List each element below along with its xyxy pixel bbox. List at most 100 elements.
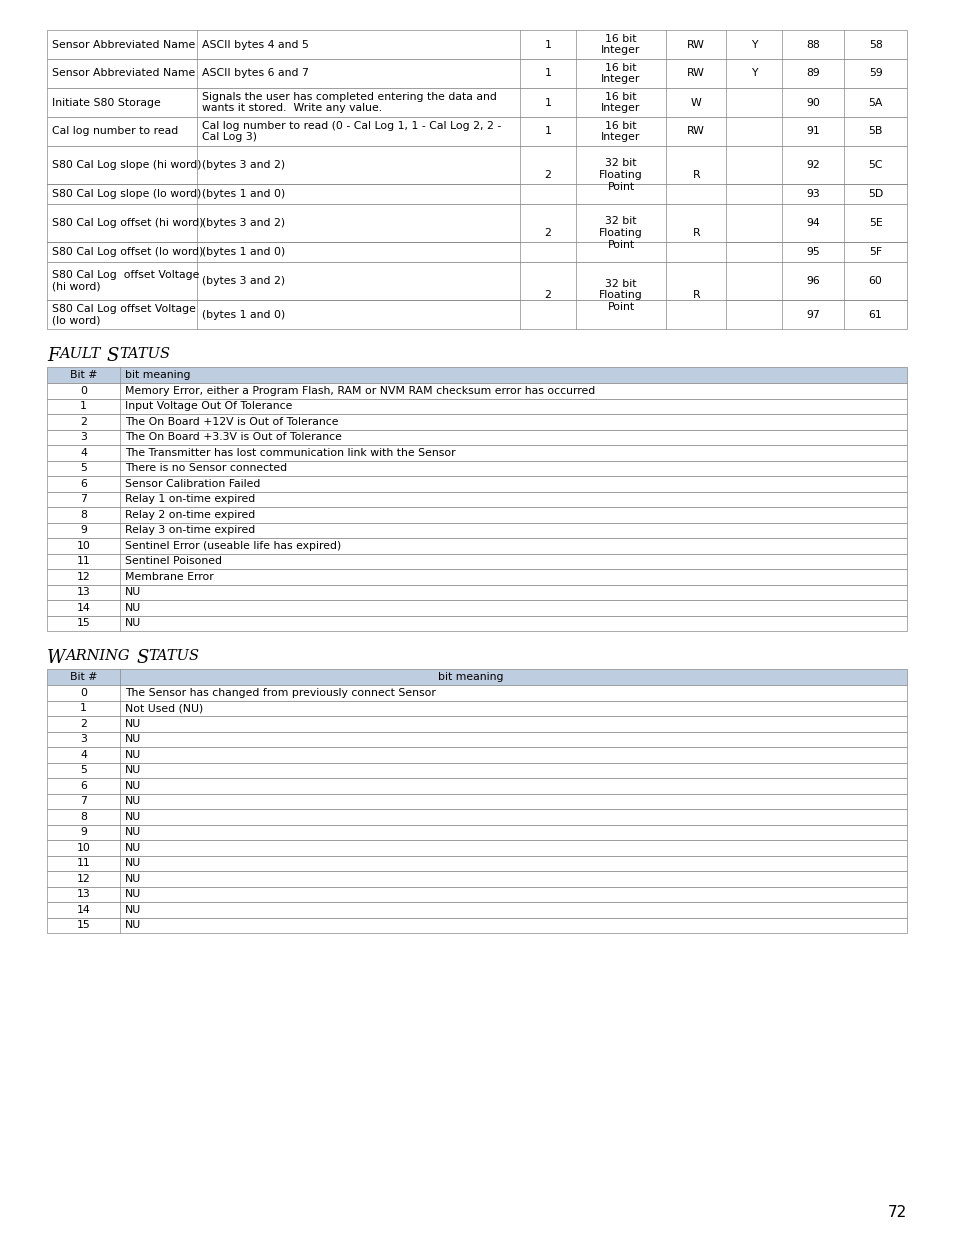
Text: 2: 2 xyxy=(80,416,87,427)
Text: 2: 2 xyxy=(544,228,551,238)
Text: 8: 8 xyxy=(80,811,87,821)
Text: Relay 1 on-time expired: Relay 1 on-time expired xyxy=(125,494,255,504)
Text: 5A: 5A xyxy=(867,98,882,107)
Bar xyxy=(47,59,906,88)
Bar xyxy=(47,685,906,700)
Text: Cal log number to read (0 - Cal Log 1, 1 - Cal Log 2, 2 -
Cal Log 3): Cal log number to read (0 - Cal Log 1, 1… xyxy=(202,121,501,142)
Text: Sensor Abbreviated Name: Sensor Abbreviated Name xyxy=(52,40,195,49)
Text: 13: 13 xyxy=(76,889,91,899)
Text: 15: 15 xyxy=(76,920,91,930)
Text: S: S xyxy=(136,650,149,667)
Bar xyxy=(47,146,906,184)
Text: 5C: 5C xyxy=(867,161,882,170)
Bar xyxy=(47,731,906,747)
Text: Input Voltage Out Of Tolerance: Input Voltage Out Of Tolerance xyxy=(125,401,293,411)
Text: Relay 3 on-time expired: Relay 3 on-time expired xyxy=(125,525,255,535)
Text: NU: NU xyxy=(125,858,141,868)
Text: NU: NU xyxy=(125,719,141,729)
Text: (bytes 1 and 0): (bytes 1 and 0) xyxy=(202,310,286,320)
Text: NU: NU xyxy=(125,735,141,745)
Bar xyxy=(47,902,906,918)
Bar xyxy=(47,600,906,615)
Text: NU: NU xyxy=(125,797,141,806)
Text: The On Board +12V is Out of Tolerance: The On Board +12V is Out of Tolerance xyxy=(125,416,338,427)
Text: (bytes 3 and 2): (bytes 3 and 2) xyxy=(202,219,285,228)
Text: 11: 11 xyxy=(76,556,91,567)
Bar xyxy=(47,584,906,600)
Text: The Sensor has changed from previously connect Sensor: The Sensor has changed from previously c… xyxy=(125,688,436,698)
Text: 10: 10 xyxy=(76,541,91,551)
Text: ARNING: ARNING xyxy=(66,650,130,663)
Text: F: F xyxy=(47,347,59,366)
Text: 9: 9 xyxy=(80,827,87,837)
Bar xyxy=(47,88,906,117)
Text: 12: 12 xyxy=(76,572,91,582)
Text: There is no Sensor connected: There is no Sensor connected xyxy=(125,463,287,473)
Text: S80 Cal Log offset (hi word): S80 Cal Log offset (hi word) xyxy=(52,219,203,228)
Text: 58: 58 xyxy=(868,40,882,49)
Text: (bytes 3 and 2): (bytes 3 and 2) xyxy=(202,275,285,287)
Bar xyxy=(47,538,906,553)
Text: 92: 92 xyxy=(805,161,820,170)
Text: 2: 2 xyxy=(544,290,551,300)
Text: W: W xyxy=(690,98,701,107)
Text: 0: 0 xyxy=(80,688,87,698)
Bar xyxy=(47,856,906,871)
Text: 4: 4 xyxy=(80,750,87,760)
Text: Relay 2 on-time expired: Relay 2 on-time expired xyxy=(125,510,255,520)
Text: R: R xyxy=(692,290,700,300)
Text: Cal log number to read: Cal log number to read xyxy=(52,126,178,137)
Text: 1: 1 xyxy=(544,68,551,79)
Text: 94: 94 xyxy=(805,219,820,228)
Text: 0: 0 xyxy=(80,385,87,395)
Text: R: R xyxy=(692,170,700,180)
Text: bit meaning: bit meaning xyxy=(437,672,503,682)
Bar xyxy=(47,445,906,461)
Bar xyxy=(47,794,906,809)
Text: 1: 1 xyxy=(80,401,87,411)
Text: NU: NU xyxy=(125,827,141,837)
Text: Sensor Calibration Failed: Sensor Calibration Failed xyxy=(125,479,260,489)
Text: S80 Cal Log slope (hi word): S80 Cal Log slope (hi word) xyxy=(52,161,201,170)
Bar xyxy=(47,242,906,262)
Bar xyxy=(47,825,906,840)
Text: The On Board +3.3V is Out of Tolerance: The On Board +3.3V is Out of Tolerance xyxy=(125,432,341,442)
Text: (bytes 1 and 0): (bytes 1 and 0) xyxy=(202,247,286,257)
Text: 11: 11 xyxy=(76,858,91,868)
Text: (bytes 1 and 0): (bytes 1 and 0) xyxy=(202,189,286,199)
Text: 5E: 5E xyxy=(868,219,882,228)
Bar xyxy=(47,461,906,475)
Text: 4: 4 xyxy=(80,448,87,458)
Text: Bit #: Bit # xyxy=(70,370,97,380)
Text: 6: 6 xyxy=(80,479,87,489)
Text: 96: 96 xyxy=(805,275,820,287)
Bar xyxy=(47,522,906,538)
Bar xyxy=(47,204,906,242)
Text: 16 bit
Integer: 16 bit Integer xyxy=(600,121,640,142)
Text: NU: NU xyxy=(125,811,141,821)
Bar xyxy=(47,399,906,414)
Text: 13: 13 xyxy=(76,588,91,598)
Text: 32 bit
Floating
Point: 32 bit Floating Point xyxy=(598,279,642,312)
Text: 5D: 5D xyxy=(867,189,882,199)
Text: Memory Error, either a Program Flash, RAM or NVM RAM checksum error has occurred: Memory Error, either a Program Flash, RA… xyxy=(125,385,595,395)
Bar xyxy=(47,262,906,300)
Text: 89: 89 xyxy=(805,68,820,79)
Text: Membrane Error: Membrane Error xyxy=(125,572,213,582)
Text: 16 bit
Integer: 16 bit Integer xyxy=(600,63,640,84)
Bar xyxy=(47,569,906,584)
Text: 88: 88 xyxy=(805,40,820,49)
Bar xyxy=(47,117,906,146)
Text: 1: 1 xyxy=(544,126,551,137)
Text: 9: 9 xyxy=(80,525,87,535)
Bar xyxy=(47,492,906,508)
Bar xyxy=(47,918,906,932)
Bar xyxy=(47,700,906,716)
Bar xyxy=(47,716,906,731)
Text: S: S xyxy=(107,347,119,366)
Bar xyxy=(47,300,906,329)
Bar xyxy=(47,553,906,569)
Text: NU: NU xyxy=(125,889,141,899)
Text: 97: 97 xyxy=(805,310,820,320)
Text: The Transmitter has lost communication link with the Sensor: The Transmitter has lost communication l… xyxy=(125,448,456,458)
